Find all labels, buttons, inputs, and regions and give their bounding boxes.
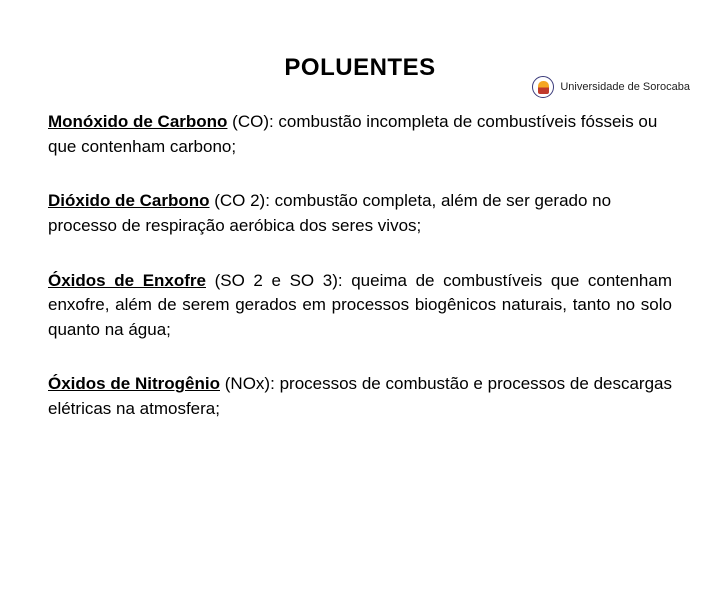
pollutant-term: Óxidos de Nitrogênio [48, 374, 220, 393]
pollutant-term: Monóxido de Carbono [48, 112, 227, 131]
logo-shield-icon [538, 81, 549, 94]
pollutant-term: Dióxido de Carbono [48, 191, 210, 210]
pollutant-item: Óxidos de Nitrogênio (NOx): processos de… [48, 372, 672, 421]
pollutant-item: Óxidos de Enxofre (SO 2 e SO 3): queima … [48, 269, 672, 343]
pollutant-item: Monóxido de Carbono (CO): combustão inco… [48, 110, 672, 159]
pollutant-term: Óxidos de Enxofre [48, 271, 206, 290]
content-body: Monóxido de Carbono (CO): combustão inco… [0, 110, 720, 422]
logo-badge-icon [532, 76, 554, 98]
pollutant-item: Dióxido de Carbono (CO 2): combustão com… [48, 189, 672, 238]
university-logo: Universidade de Sorocaba [532, 76, 690, 98]
university-name: Universidade de Sorocaba [560, 81, 690, 93]
